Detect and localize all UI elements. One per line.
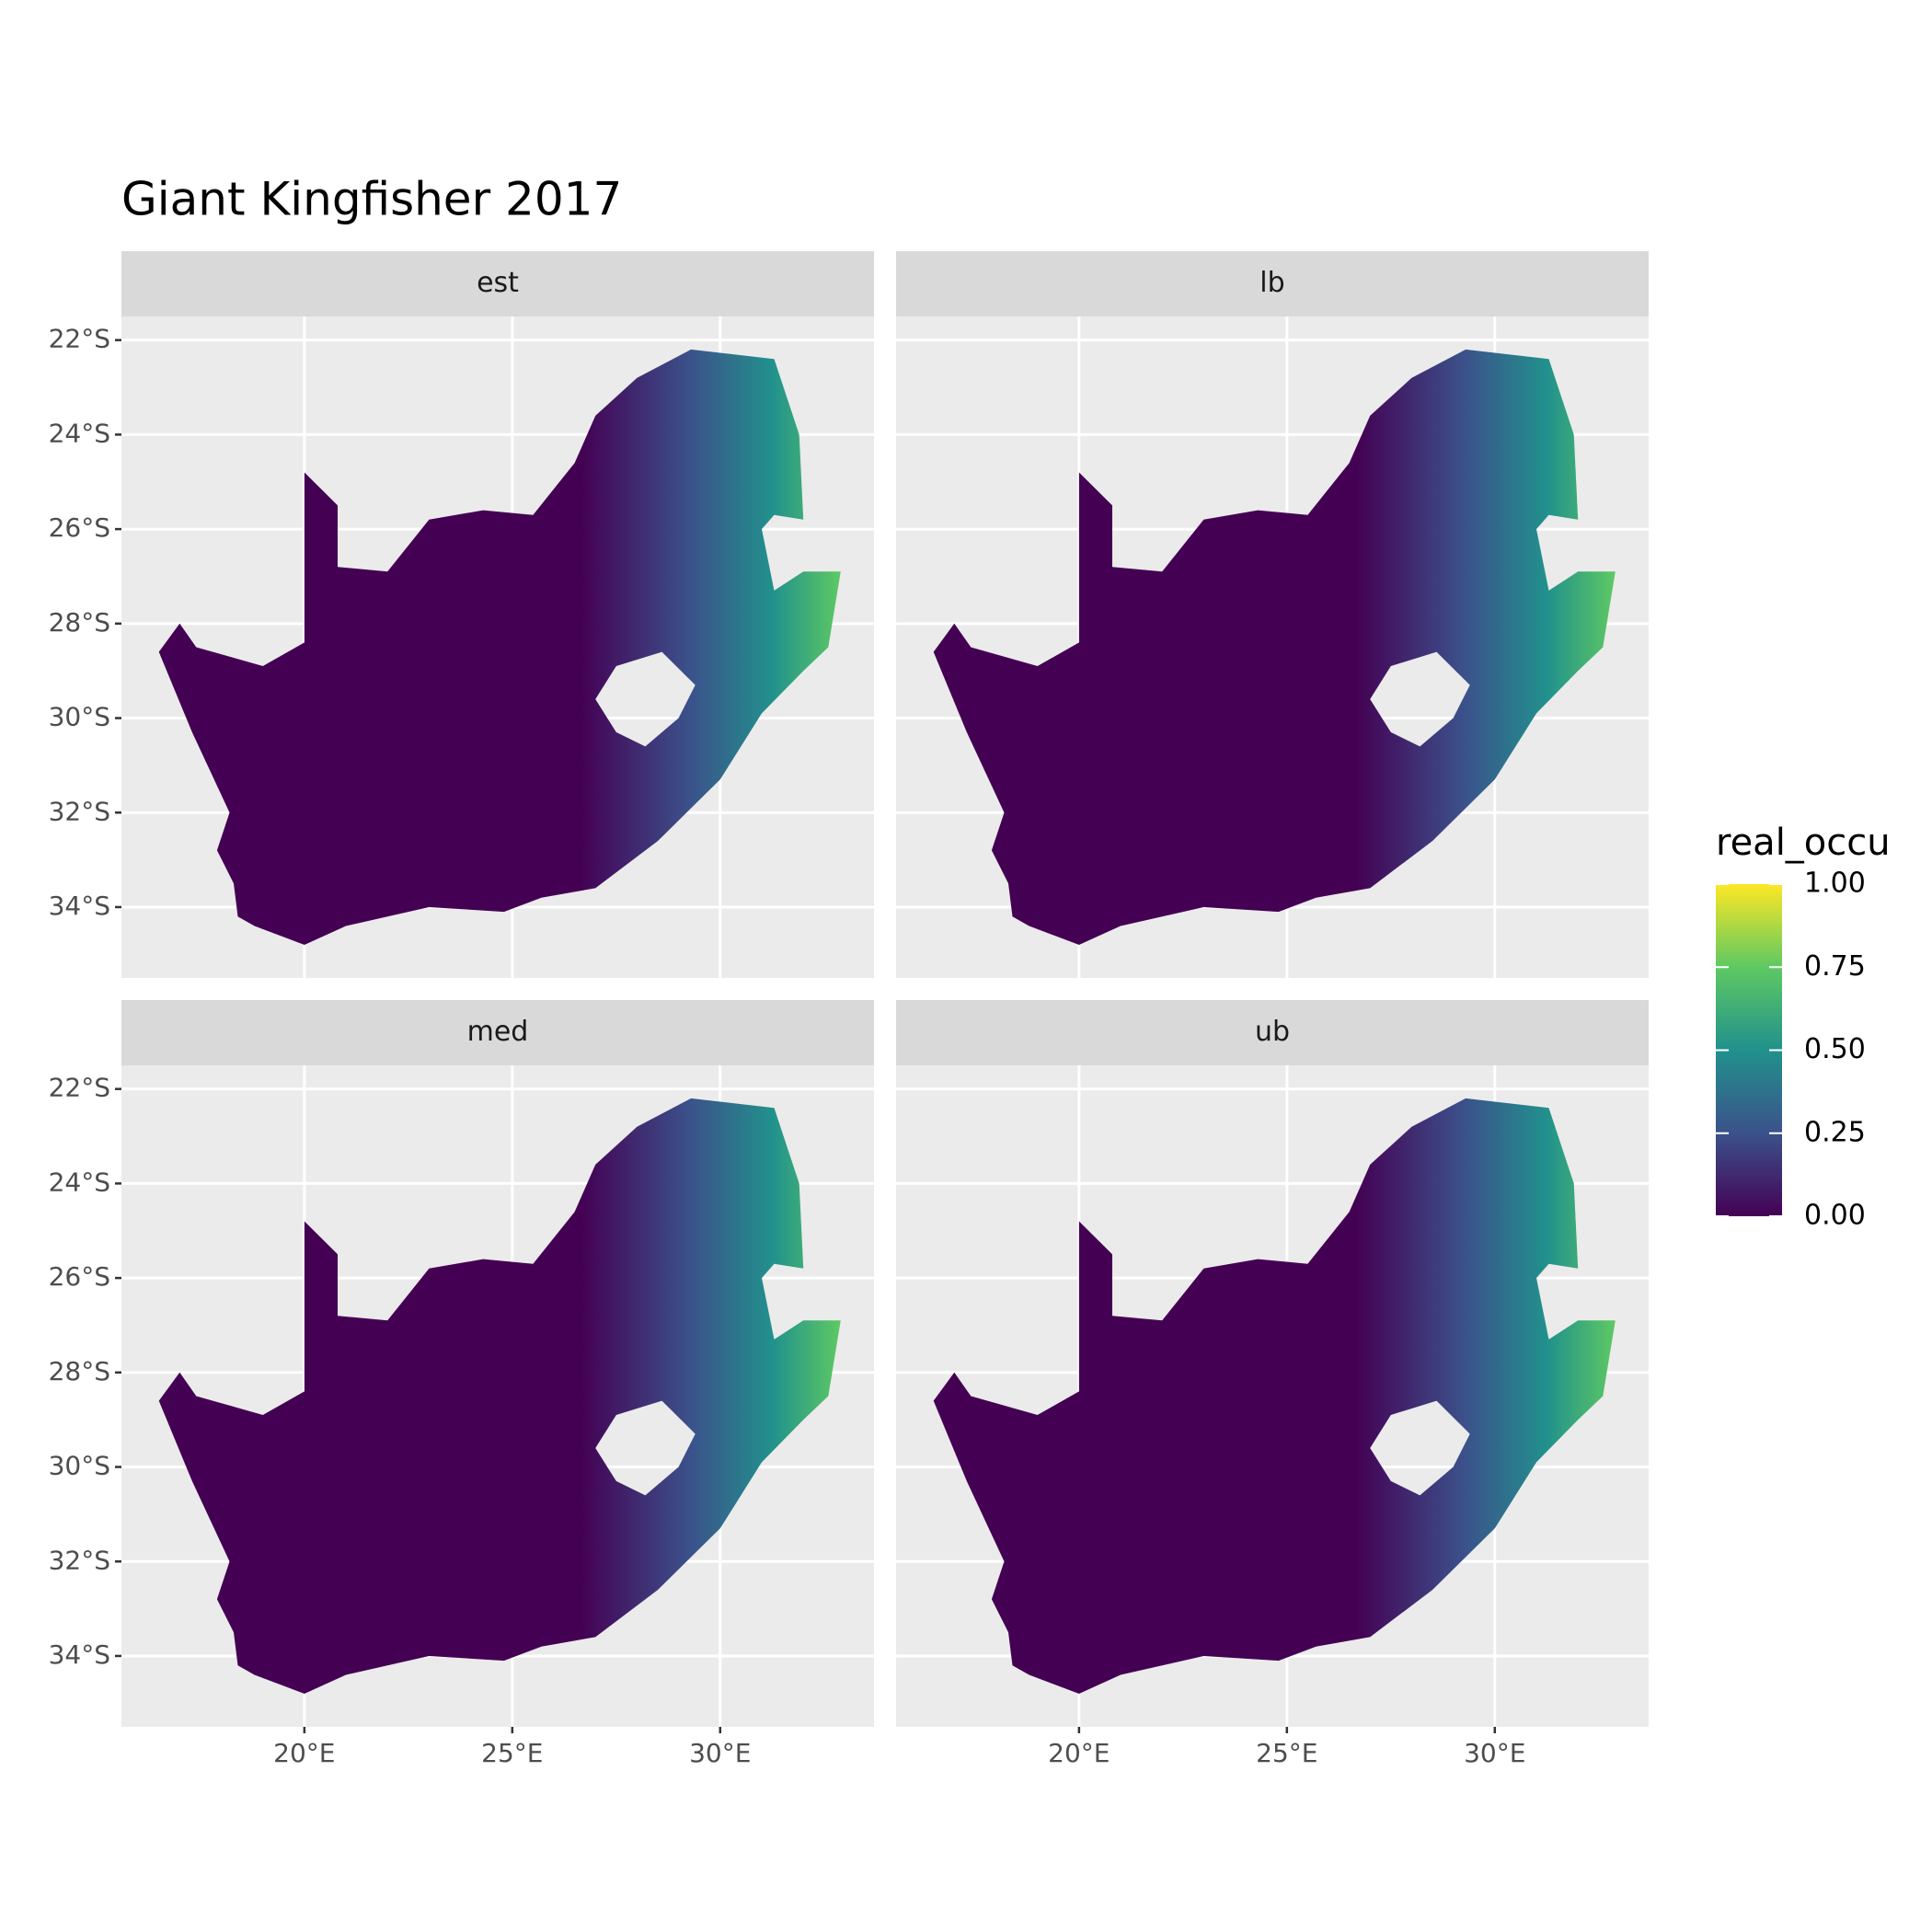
country-raster [933,1098,1616,1694]
strip-label: ub [1255,1016,1290,1048]
strip-label: est [477,267,519,299]
y-tick-label: 24°S [49,1167,110,1197]
y-tick-label: 28°S [49,1356,110,1386]
chart-title: Giant Kingfisher 2017 [121,173,622,226]
country-raster [158,349,841,945]
y-tick-label: 34°S [49,1639,110,1670]
y-tick-label: 32°S [49,1545,110,1575]
strip [121,1000,874,1065]
y-tick-label: 26°S [49,512,110,543]
y-tick-label: 30°S [49,702,110,732]
legend-label: 0.25 [1804,1116,1866,1148]
x-tick-label: 25°E [481,1738,543,1768]
y-tick-label: 34°S [49,891,110,921]
country-raster [933,349,1616,945]
legend-label: 0.00 [1804,1200,1866,1232]
legend-label: 0.50 [1804,1033,1866,1065]
x-tick-label: 25°E [1256,1738,1317,1768]
legend-title: real_occu [1716,822,1891,864]
y-tick-label: 22°S [49,324,110,354]
x-tick-label: 30°E [689,1738,751,1768]
y-tick-label: 22°S [49,1073,110,1103]
y-tick-label: 26°S [49,1261,110,1292]
legend-label: 0.75 [1804,950,1866,983]
y-tick-label: 32°S [49,796,110,826]
legend-label: 1.00 [1804,868,1866,900]
strip-label: med [467,1016,529,1048]
strip [896,251,1649,316]
y-tick-label: 30°S [49,1451,110,1481]
x-tick-label: 20°E [1048,1738,1110,1768]
strip-label: lb [1259,267,1284,299]
y-tick-label: 28°S [49,607,110,638]
x-tick-label: 20°E [273,1738,335,1768]
strip [896,1000,1649,1065]
country-raster [158,1098,841,1694]
strip [121,251,874,316]
x-tick-label: 30°E [1464,1738,1525,1768]
y-tick-label: 24°S [49,418,110,448]
